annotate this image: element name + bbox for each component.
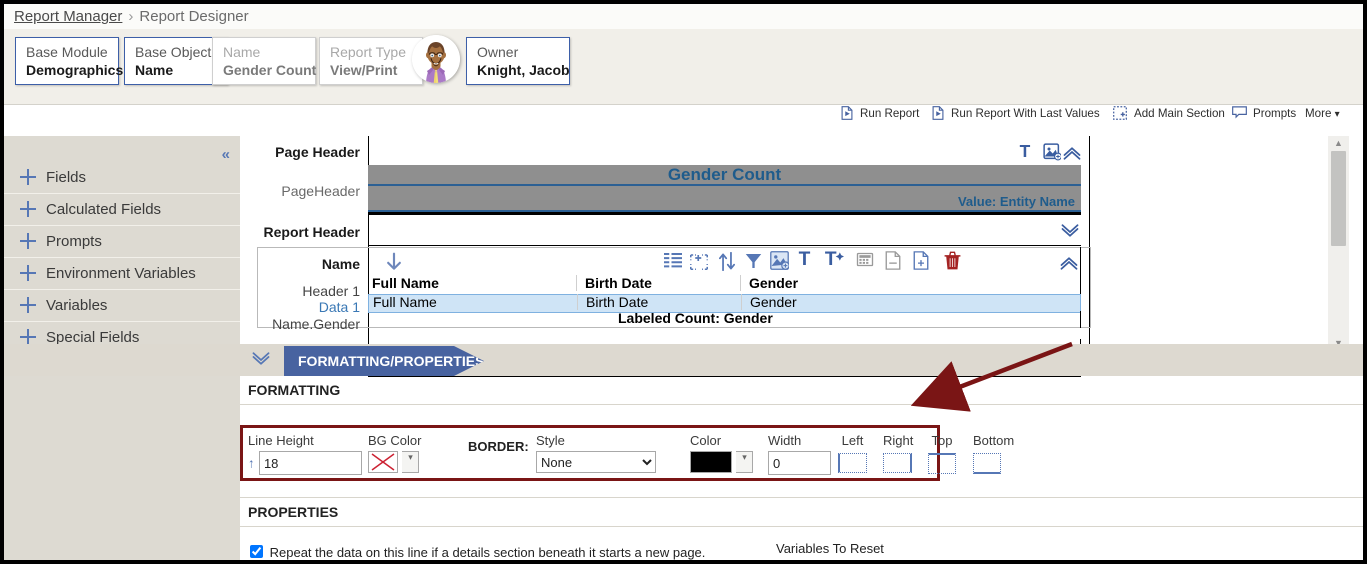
svg-text:T: T	[825, 249, 837, 269]
svg-text:T: T	[1020, 142, 1031, 161]
svg-text:T: T	[799, 249, 811, 269]
